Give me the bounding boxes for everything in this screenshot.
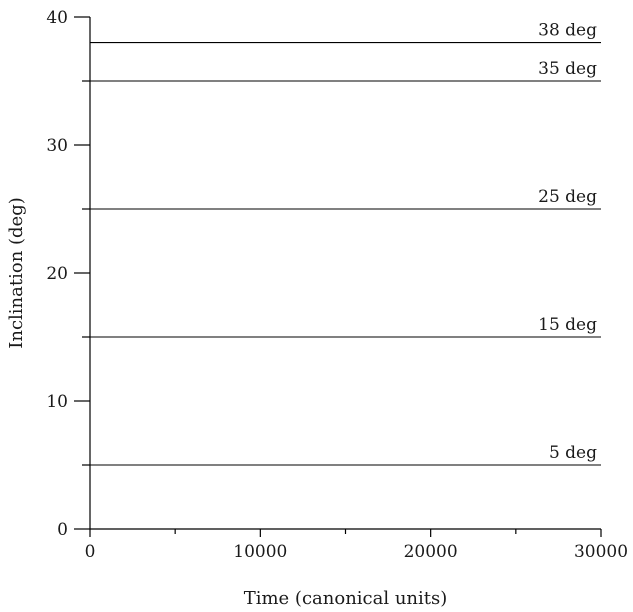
x-tick-label: 0 [85,542,96,562]
x-tick-label: 30000 [574,542,628,562]
y-ticks: 0 10 20 30 40 [46,8,90,540]
series-label: 15 deg [538,315,597,335]
y-tick-label: 20 [46,264,68,284]
series-label: 35 deg [538,59,597,79]
y-tick-label: 30 [46,136,68,156]
series-label: 5 deg [549,443,597,463]
x-ticks: 0 10000 20000 30000 [85,529,628,562]
y-axis-label: Inclination (deg) [6,197,27,349]
x-tick-label: 10000 [233,542,287,562]
series-group: 38 deg 35 deg 25 deg 15 deg 5 deg [90,21,601,466]
y-tick-label: 40 [46,8,68,28]
series-label: 38 deg [538,21,597,41]
axes [89,17,601,530]
series-label: 25 deg [538,187,597,207]
x-tick-label: 20000 [404,542,458,562]
y-tick-label: 0 [57,520,68,540]
x-axis-label: Time (canonical units) [244,588,448,609]
y-tick-label: 10 [46,392,68,412]
